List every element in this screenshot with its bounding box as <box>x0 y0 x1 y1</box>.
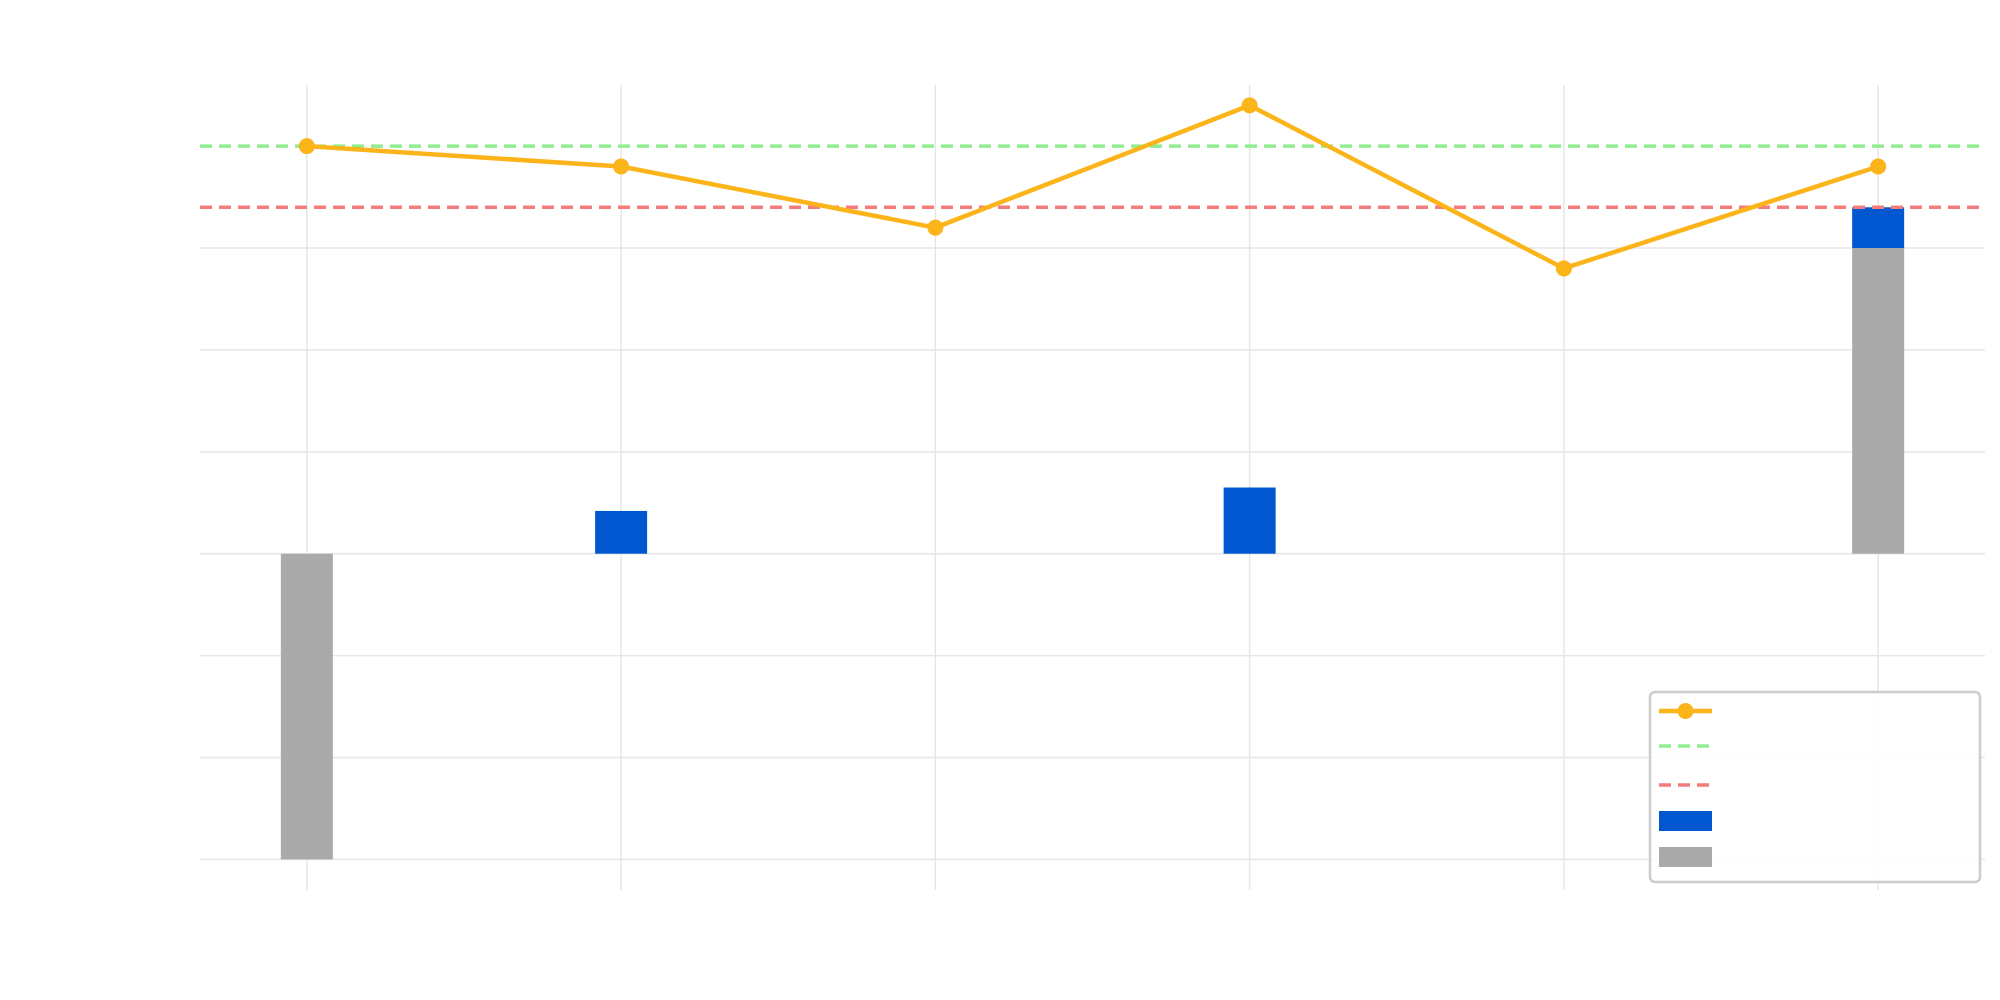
reference-lines <box>200 144 1985 210</box>
line-point <box>1870 158 1887 175</box>
blue-bar <box>1223 487 1276 554</box>
line-point <box>927 219 944 236</box>
legend <box>1648 690 1982 884</box>
legend-frame <box>1648 690 1982 884</box>
gray-bar <box>280 553 333 860</box>
line-series <box>306 103 1879 271</box>
legend-marker <box>1677 703 1694 719</box>
gray-bar <box>1852 248 1905 554</box>
line-point <box>1241 97 1258 114</box>
line-point <box>1555 260 1572 277</box>
blue-bar <box>1852 207 1905 249</box>
line-point <box>298 138 315 155</box>
blue-bar <box>595 510 648 554</box>
line-point <box>613 158 630 175</box>
legend-patch <box>1659 811 1712 831</box>
line-series-layer <box>298 97 1887 277</box>
legend-patch <box>1659 847 1712 867</box>
bar-layer <box>280 207 1905 860</box>
